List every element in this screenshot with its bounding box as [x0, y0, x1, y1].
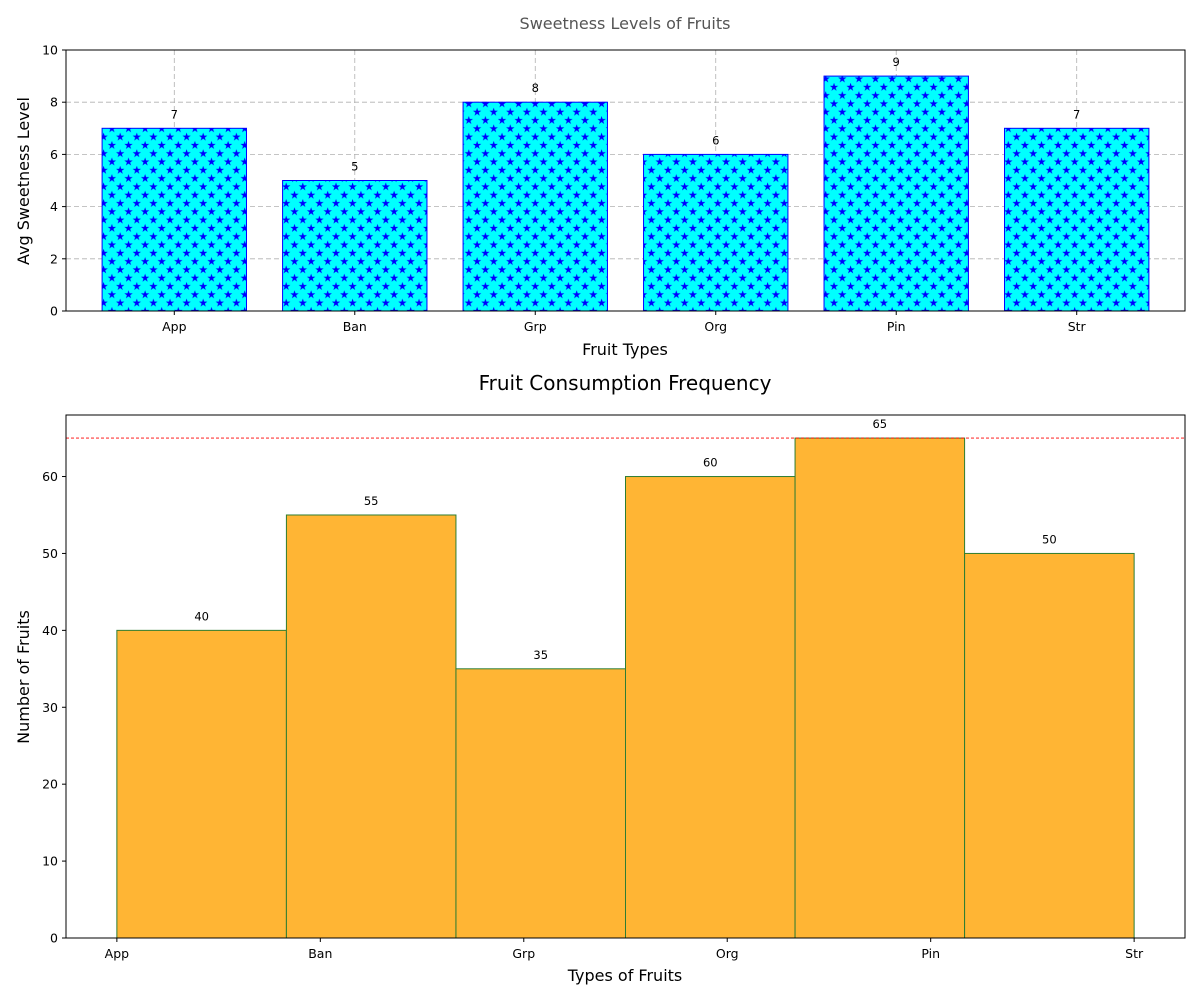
chart2-bar-str — [964, 552, 1135, 939]
chart2-y-tick-label: 20 — [42, 777, 58, 792]
chart2-bars — [116, 437, 1135, 939]
chart1-bar-hatch-pin — [824, 76, 969, 311]
chart1-value-label: 5 — [351, 160, 358, 174]
chart1-x-tick-label: Grp — [524, 319, 547, 334]
chart2-x-tick-label: App — [105, 946, 129, 961]
chart2-value-labels: 40 55 35 60 65 50 — [194, 417, 1056, 662]
chart1-bar-hatch-app — [102, 128, 247, 311]
chart2-bar-app — [116, 629, 287, 939]
chart2-value-label: 40 — [194, 609, 209, 623]
chart1-bar-hatch-ban — [282, 180, 427, 311]
chart1-title: Sweetness Levels of Fruits — [520, 14, 731, 33]
chart1-bars — [101, 75, 1150, 312]
chart-sweetness: Sweetness Levels of Fruits 7 5 8 6 9 7 App Ban… — [14, 14, 1186, 359]
chart1-y-tick-label: 6 — [50, 147, 58, 162]
chart1-bar-hatch-org — [643, 154, 788, 311]
chart1-y-tick-label: 10 — [42, 43, 58, 58]
chart1-y-tick-label: 0 — [50, 304, 58, 319]
chart2-bar-pin — [794, 437, 966, 939]
chart2-x-axis-label: Types of Fruits — [567, 966, 683, 985]
chart2-plot-frame — [65, 414, 1186, 939]
chart1-bar-hatch-str — [1004, 128, 1149, 311]
chart1-x-tick-label: Org — [704, 319, 727, 334]
chart2-x-tick-label: Str — [1125, 946, 1144, 961]
chart1-x-tick-label: Ban — [343, 319, 367, 334]
chart2-value-label: 65 — [872, 417, 887, 431]
chart2-x-tick-label: Pin — [921, 946, 940, 961]
chart1-x-tick-label: App — [162, 319, 186, 334]
chart2-y-tick-label: 60 — [42, 469, 58, 484]
chart1-value-labels: 7 5 8 6 9 7 — [171, 55, 1081, 173]
chart2-x-tick-label: Ban — [308, 946, 332, 961]
chart1-x-ticks: App Ban Grp Org Pin Str — [162, 311, 1087, 334]
chart1-y-tick-label: 8 — [50, 95, 58, 110]
chart2-value-label: 50 — [1042, 532, 1057, 546]
chart2-x-tick-label: Org — [716, 946, 739, 961]
chart1-value-label: 9 — [893, 55, 900, 69]
chart2-y-axis-label: Number of Fruits — [14, 610, 33, 744]
chart1-value-label: 6 — [712, 133, 719, 147]
chart2-y-tick-label: 0 — [50, 931, 58, 946]
chart1-value-label: 7 — [1073, 107, 1080, 121]
chart2-y-tick-label: 40 — [42, 623, 58, 638]
chart1-x-axis-label: Fruit Types — [582, 340, 668, 359]
chart2-value-label: 60 — [703, 456, 718, 470]
chart2-bar-org — [625, 476, 796, 939]
chart1-y-ticks: 0 2 4 6 8 10 — [42, 43, 66, 319]
chart1-plot-frame — [65, 49, 1186, 312]
chart1-x-tick-label: Str — [1068, 319, 1087, 334]
chart2-y-tick-label: 10 — [42, 854, 58, 869]
chart2-y-ticks: 0 10 20 30 40 50 60 — [42, 469, 66, 946]
chart1-y-tick-label: 4 — [50, 199, 58, 214]
chart1-value-label: 7 — [171, 107, 178, 121]
chart2-bar-ban — [285, 514, 457, 939]
chart1-value-label: 8 — [532, 81, 539, 95]
chart2-value-label: 35 — [533, 648, 548, 662]
chart1-x-tick-label: Pin — [887, 319, 906, 334]
chart-consumption: Fruit Consumption Frequency 40 55 35 60 65 50… — [14, 371, 1186, 985]
chart2-x-tick-label: Grp — [512, 946, 535, 961]
chart2-y-tick-label: 30 — [42, 700, 58, 715]
chart2-value-label: 55 — [364, 494, 379, 508]
chart1-y-tick-label: 2 — [50, 251, 58, 266]
chart2-title: Fruit Consumption Frequency — [479, 371, 772, 395]
chart2-y-tick-label: 50 — [42, 546, 58, 561]
chart1-y-axis-label: Avg Sweetness Level — [14, 97, 33, 265]
chart2-bar-grp — [455, 668, 627, 939]
chart2-x-ticks: App Ban Grp Org Pin Str — [105, 938, 1144, 961]
chart1-bar-hatch-grp — [463, 102, 608, 311]
